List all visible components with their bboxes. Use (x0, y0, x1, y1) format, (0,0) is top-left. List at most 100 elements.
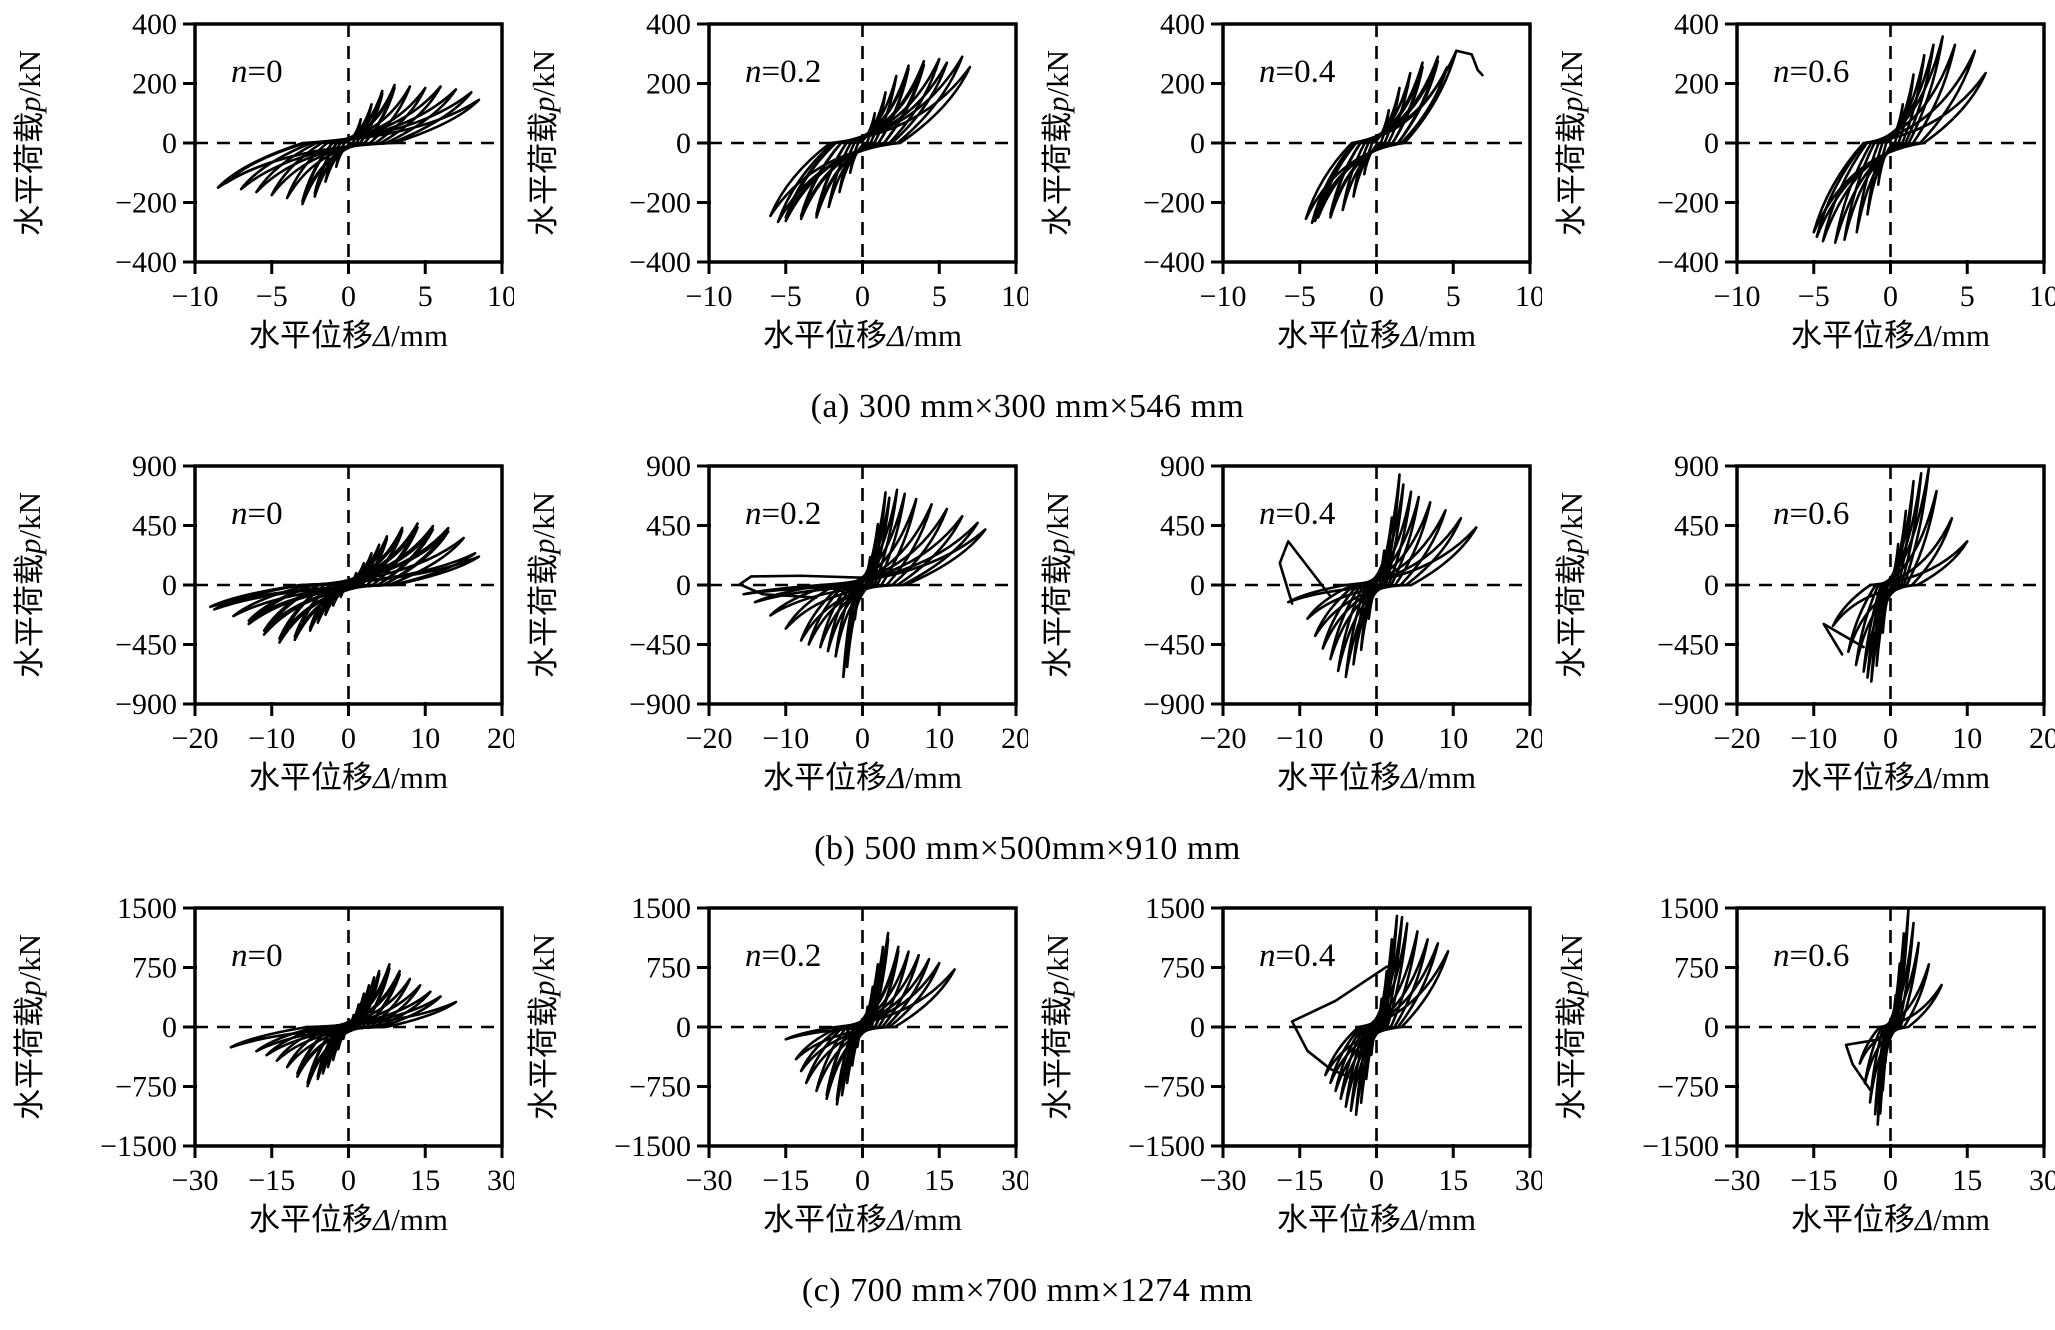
loop-path (1866, 73, 1915, 216)
axial-ratio-label: n=0 (231, 496, 283, 532)
x-tick-label: −10 (762, 722, 809, 755)
y-tick-label: 0 (676, 1011, 691, 1044)
loop-path (1352, 473, 1401, 666)
y-tick-label: −750 (115, 1071, 177, 1104)
subplot-c-n06: −30 −15 0 15 30 −1500 −750 0 750 1500 水平位移Δ/mm 水平荷载… (1542, 884, 2055, 1256)
x-tick-label: −30 (1200, 1164, 1247, 1197)
x-tick-label: 30 (2029, 1164, 2055, 1197)
axial-ratio-label: n=0.2 (745, 938, 821, 974)
y-tick-label: 400 (1160, 8, 1205, 41)
x-axis-label: 水平位移Δ/mm (763, 760, 962, 795)
plot-row-c: −30 −15 0 15 30 −1500 −750 0 750 1500 水平位移Δ/mm 水平荷载… (0, 884, 2055, 1256)
subplot-b-n06: −20 −10 0 10 20 −900 −450 0 450 900 水平位移Δ/mm 水平荷载p/… (1542, 442, 2055, 814)
y-tick-label: −900 (629, 688, 691, 721)
extra-path (1278, 540, 1332, 605)
x-tick-label: −10 (1714, 280, 1761, 313)
loop-path (1875, 509, 1908, 667)
loop-path (209, 555, 481, 609)
x-tick-label: 10 (1515, 280, 1542, 313)
extra-path (738, 574, 864, 599)
y-axis-label: 水平荷载p/kN (526, 492, 561, 678)
x-tick-label: 20 (1001, 722, 1028, 755)
y-tick-label: 450 (1160, 510, 1205, 543)
chart-svg: −20 −10 0 10 20 −900 −450 0 450 900 水平位移Δ/mm 水平荷载p/… (12, 450, 514, 795)
x-tick-label: 20 (487, 722, 514, 755)
x-tick-label: 5 (1446, 280, 1461, 313)
y-tick-label: −200 (1657, 187, 1719, 220)
loop-path (224, 98, 481, 185)
y-axis-label: 水平荷载p/kN (1040, 492, 1075, 678)
x-axis-label: 水平位移Δ/mm (763, 318, 962, 353)
x-tick-label: 10 (487, 280, 514, 313)
chart-svg: −20 −10 0 10 20 −900 −450 0 450 900 水平位移Δ/mm 水平荷载p/… (1040, 450, 1542, 795)
x-tick-label: 10 (2029, 280, 2055, 313)
loop-path (1870, 479, 1915, 683)
y-axis-label: 水平荷载p/kN (1554, 934, 1589, 1120)
y-tick-label: −400 (115, 246, 177, 279)
y-tick-label: 200 (1674, 68, 1719, 101)
x-tick-label: 15 (410, 1164, 440, 1197)
x-tick-label: 0 (855, 280, 870, 313)
y-tick-label: −900 (1143, 688, 1205, 721)
y-tick-label: 400 (646, 8, 691, 41)
extra-path (1455, 49, 1484, 77)
y-tick-label: 400 (1674, 8, 1719, 41)
axial-ratio-label: n=0.4 (1259, 496, 1335, 532)
loop-path (1304, 49, 1458, 221)
y-tick-label: −900 (1657, 688, 1719, 721)
x-tick-label: −20 (1200, 722, 1247, 755)
y-tick-label: 0 (162, 127, 177, 160)
y-axis-label: 水平荷载p/kN (12, 492, 47, 678)
x-tick-label: 20 (2029, 722, 2055, 755)
axial-ratio-label: n=0 (231, 938, 283, 974)
x-tick-label: −15 (762, 1164, 809, 1197)
subplot-a-n06: −10 −5 0 5 10 −400 −200 0 200 400 水平位移Δ/mm 水平荷载p/kN… (1542, 0, 2055, 372)
y-tick-label: 450 (646, 510, 691, 543)
y-tick-label: 450 (132, 510, 177, 543)
subplot-a-n04: −10 −5 0 5 10 −400 −200 0 200 400 水平位移Δ/mm 水平荷载p/kN… (1028, 0, 1542, 372)
x-tick-label: 10 (1952, 722, 1982, 755)
x-tick-label: 30 (487, 1164, 514, 1197)
y-tick-label: −750 (1143, 1071, 1205, 1104)
y-tick-label: −750 (629, 1071, 691, 1104)
y-axis-label: 水平荷载p/kN (1040, 934, 1075, 1120)
y-tick-label: 0 (676, 127, 691, 160)
x-tick-label: −20 (172, 722, 219, 755)
loop-path (784, 968, 956, 1041)
chart-svg: −10 −5 0 5 10 −400 −200 0 200 400 水平位移Δ/mm 水平荷载p/kN… (526, 8, 1028, 353)
hysteresis-loops (1304, 49, 1484, 225)
loop-path (784, 507, 949, 630)
x-tick-label: 0 (341, 280, 356, 313)
loop-path (742, 528, 987, 596)
x-tick-label: 0 (1883, 1164, 1898, 1197)
y-tick-label: 750 (132, 952, 177, 985)
chart-svg: −30 −15 0 15 30 −1500 −750 0 750 1500 水平位移Δ/mm 水平荷载… (1040, 892, 1542, 1237)
x-tick-label: −10 (1276, 722, 1323, 755)
y-tick-label: −1500 (1642, 1130, 1719, 1163)
y-tick-label: 1500 (1659, 892, 1719, 925)
x-tick-label: 0 (341, 1164, 356, 1197)
extra-path (1290, 965, 1389, 1080)
y-tick-label: −400 (1657, 246, 1719, 279)
x-tick-label: −5 (1798, 280, 1830, 313)
axial-ratio-label: n=0.4 (1259, 938, 1335, 974)
x-tick-label: −10 (1790, 722, 1837, 755)
x-tick-label: 0 (855, 1164, 870, 1197)
y-tick-label: −900 (115, 688, 177, 721)
y-tick-label: −200 (115, 187, 177, 220)
subplot-a-n0: −10 −5 0 5 10 −400 −200 0 200 400 水平位移Δ/mm 水平荷载p/kN… (0, 0, 514, 372)
loop-path (1858, 983, 1943, 1065)
y-axis-label: 水平荷载p/kN (1554, 50, 1589, 236)
x-tick-label: 0 (855, 722, 870, 755)
x-axis-label: 水平位移Δ/mm (1277, 1202, 1476, 1237)
axial-ratio-label: n=0.6 (1773, 54, 1849, 90)
x-tick-label: −20 (1714, 722, 1761, 755)
y-tick-label: 450 (1674, 510, 1719, 543)
y-tick-label: −450 (115, 629, 177, 662)
x-tick-label: −5 (770, 280, 802, 313)
x-tick-label: −10 (686, 280, 733, 313)
x-tick-label: −5 (1284, 280, 1316, 313)
x-tick-label: 15 (1438, 1164, 1468, 1197)
plot-row-b: −20 −10 0 10 20 −900 −450 0 450 900 水平位移Δ/mm 水平荷载p/… (0, 442, 2055, 814)
axial-ratio-label: n=0.2 (745, 496, 821, 532)
